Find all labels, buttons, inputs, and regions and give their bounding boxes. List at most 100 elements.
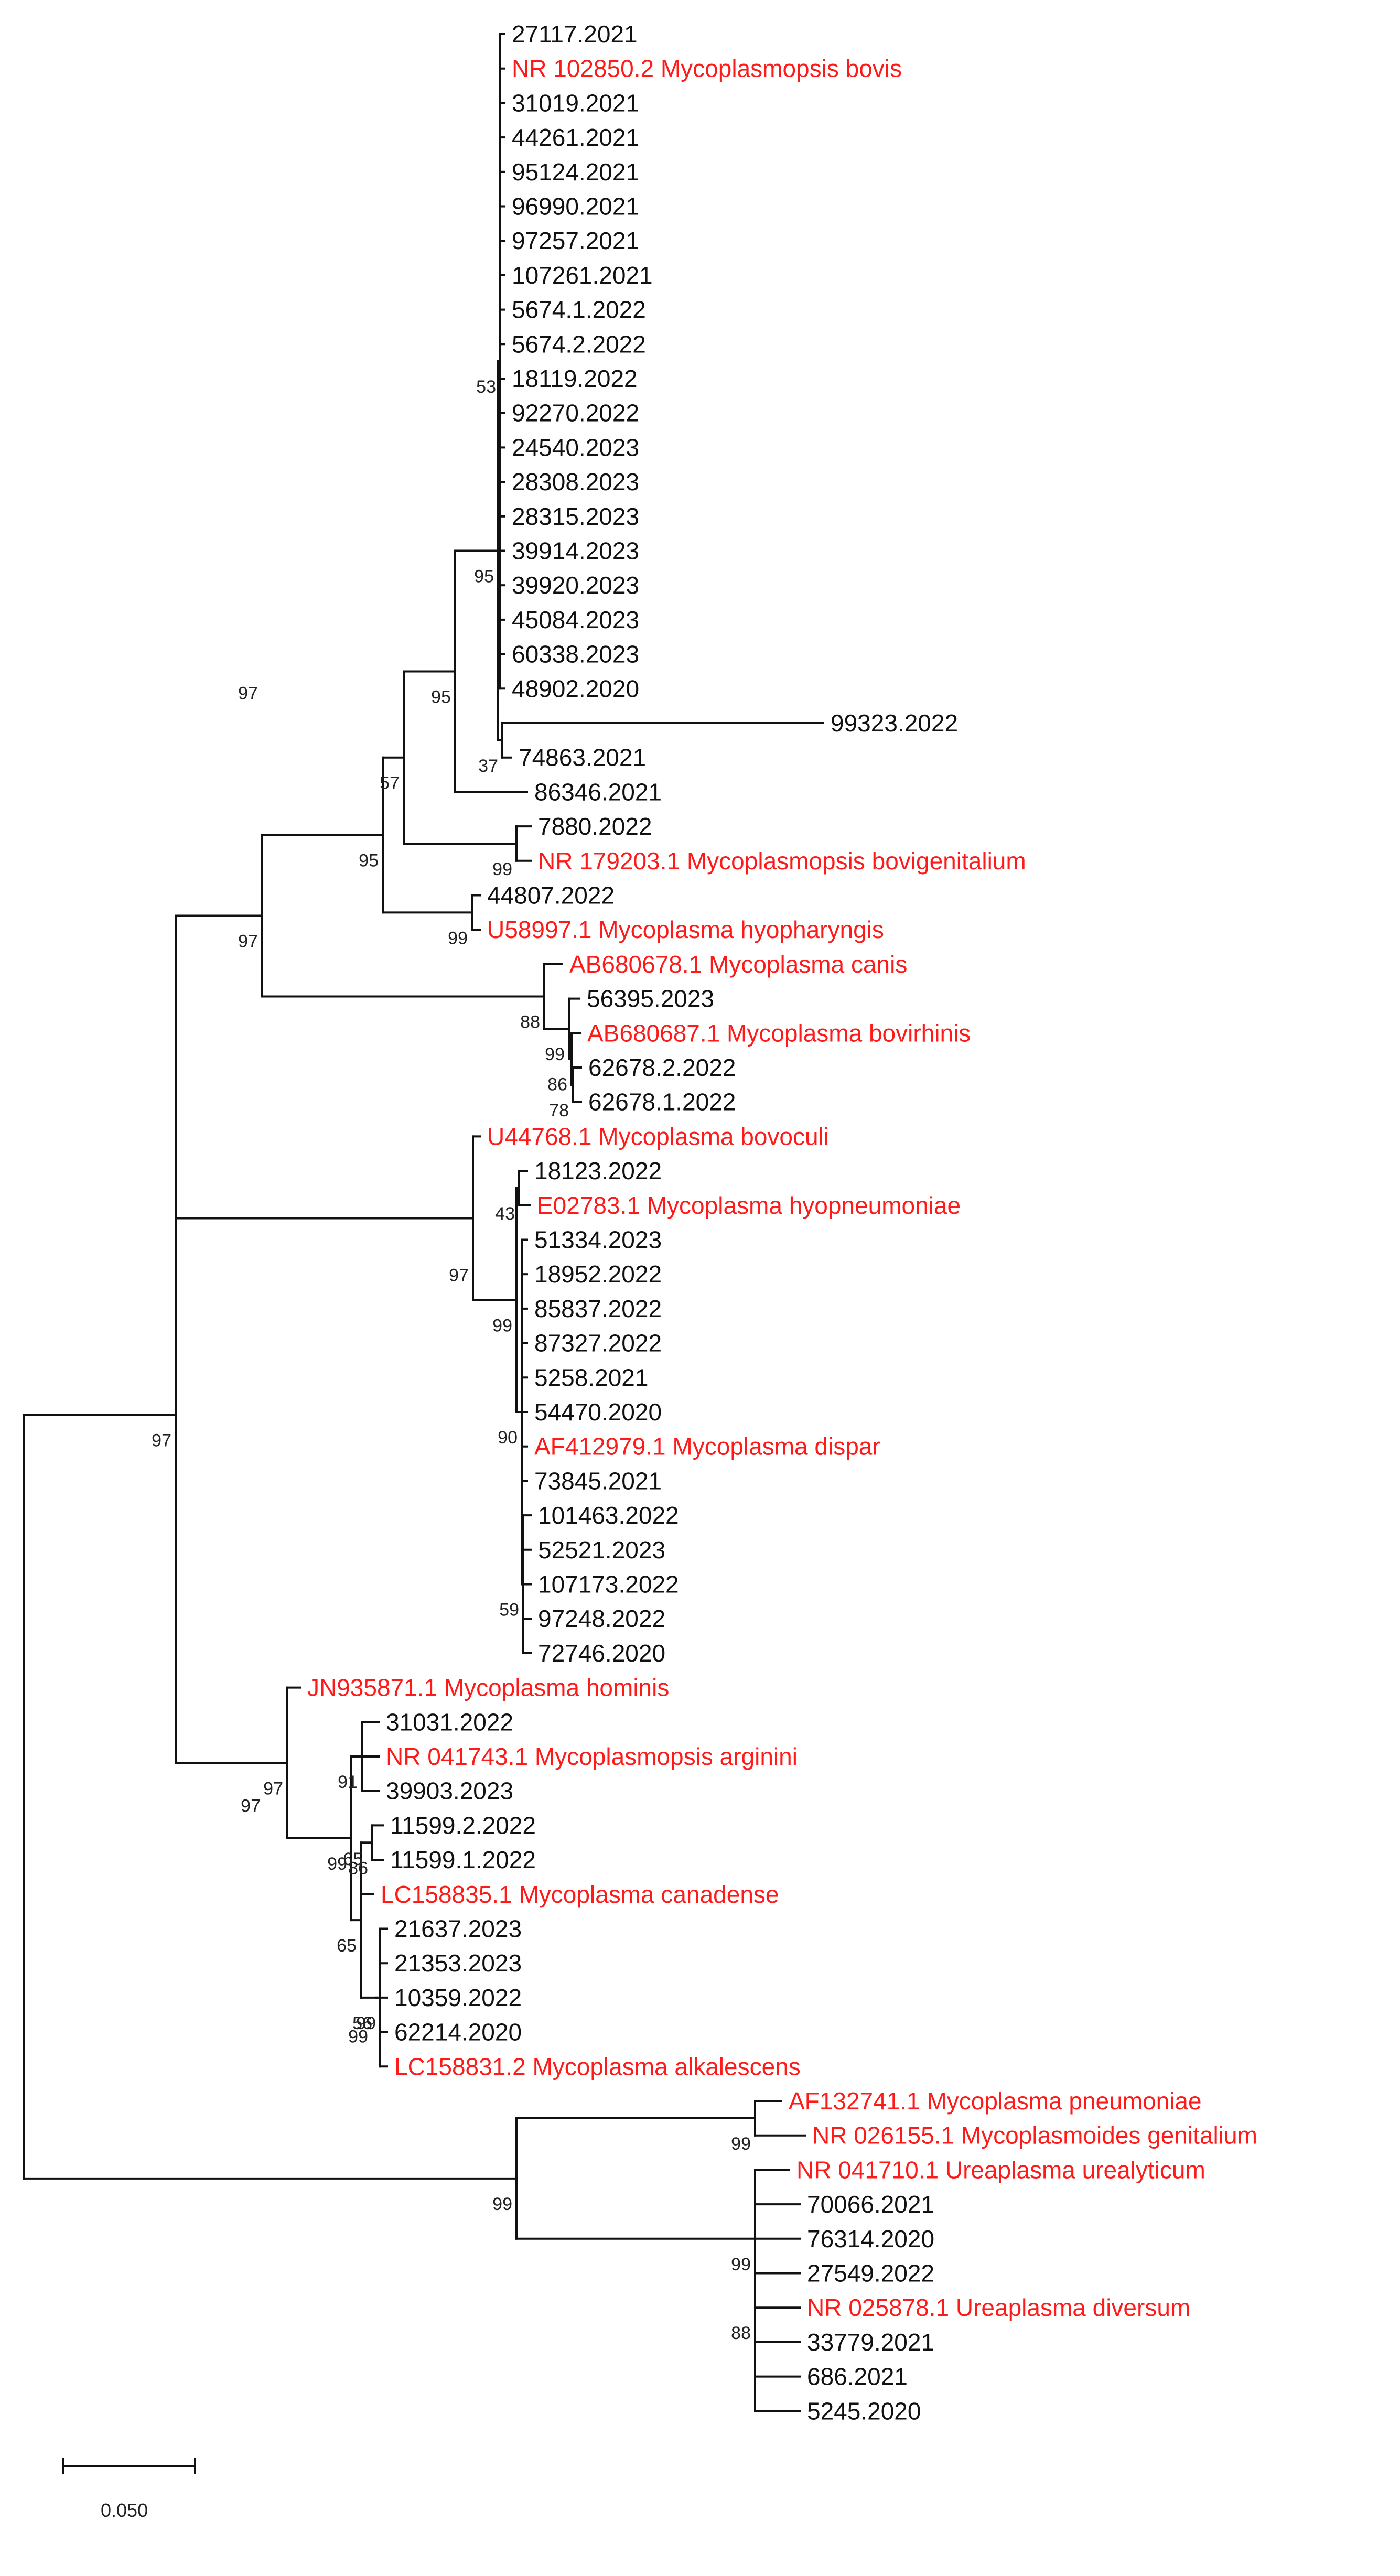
bootstrap-value: 95 xyxy=(359,851,379,871)
isolate-label: 27549.2022 xyxy=(807,2260,934,2287)
bootstrap-value: 37 xyxy=(478,756,498,776)
bootstrap-value: 99 xyxy=(492,859,512,879)
reference-strain-label: AB680687.1 Mycoplasma bovirhinis xyxy=(587,1019,971,1047)
isolate-label: 31019.2021 xyxy=(512,89,639,116)
isolate-label: 7880.2022 xyxy=(538,813,652,840)
isolate-label: 39914.2023 xyxy=(512,537,639,565)
bootstrap-value: 97 xyxy=(449,1265,469,1285)
isolate-label: 107261.2021 xyxy=(512,262,653,289)
reference-strain-label: LC158831.2 Mycoplasma alkalescens xyxy=(394,2053,801,2080)
bootstrap-value: 90 xyxy=(498,1428,518,1448)
reference-strain-label: JN935871.1 Mycoplasma hominis xyxy=(307,1674,669,1701)
isolate-label: 70066.2021 xyxy=(807,2191,934,2218)
isolate-label: 97248.2022 xyxy=(538,1605,665,1632)
isolate-label: 11599.1.2022 xyxy=(390,1846,536,1873)
isolate-label: 39903.2023 xyxy=(386,1777,513,1805)
bootstrap-value: 91 xyxy=(338,1772,358,1792)
bootstrap-value: 97 xyxy=(241,1796,261,1816)
bootstrap-value: 78 xyxy=(549,1101,569,1120)
bootstrap-value: 99 xyxy=(492,2194,512,2214)
bootstrap-value: 99 xyxy=(545,1044,565,1064)
isolate-label: 60338.2023 xyxy=(512,641,639,668)
bootstrap-value: 86 xyxy=(547,1075,567,1095)
reference-strain-label: LC158835.1 Mycoplasma canadense xyxy=(381,1881,779,1908)
bootstrap-value: 99 xyxy=(348,2027,368,2047)
bootstrap-value: 59 xyxy=(499,1600,519,1620)
isolate-label: 44261.2021 xyxy=(512,124,639,151)
reference-strain-label: AB680678.1 Mycoplasma canis xyxy=(569,951,907,978)
bootstrap-value: 86 xyxy=(348,1858,368,1878)
isolate-label: 21637.2023 xyxy=(394,1915,522,1943)
reference-strain-label: NR 179203.1 Mycoplasmopsis bovigenitaliu… xyxy=(538,847,1026,875)
isolate-label: 107173.2022 xyxy=(538,1571,679,1598)
isolate-label: 21353.2023 xyxy=(394,1949,522,1977)
reference-strain-label: NR 041710.1 Ureaplasma urealyticum xyxy=(796,2156,1205,2183)
isolate-label: 45084.2023 xyxy=(512,606,639,633)
bootstrap-value: 99 xyxy=(327,1854,347,1874)
isolate-label: 10359.2022 xyxy=(394,1984,522,2011)
isolate-label: 5674.2.2022 xyxy=(512,330,646,358)
reference-strain-label: NR 041743.1 Mycoplasmopsis arginini xyxy=(386,1743,798,1770)
isolate-label: 24540.2023 xyxy=(512,434,639,461)
bootstrap-value: 97 xyxy=(263,1779,283,1798)
isolate-label: 101463.2022 xyxy=(538,1502,679,1529)
leaf-labels: 27117.2021 NR 102850.2 Mycoplasmopsis bov… xyxy=(307,20,1257,2424)
bootstrap-value: 95 xyxy=(474,567,494,587)
isolate-label: 5258.2021 xyxy=(534,1364,648,1391)
isolate-label: 74863.2021 xyxy=(519,744,646,771)
bootstrap-value: 65 xyxy=(343,1849,363,1869)
isolate-label: 18119.2022 xyxy=(512,365,638,392)
bootstrap-value: 99 xyxy=(448,928,468,948)
bootstrap-value: 97 xyxy=(152,1431,171,1451)
scale-bar-label: 0.050 xyxy=(101,2499,148,2521)
tree-branches xyxy=(23,33,824,2412)
bootstrap-value: 99 xyxy=(731,2255,751,2275)
isolate-label: 86346.2021 xyxy=(534,778,662,805)
scale-bar: 0.050 xyxy=(62,2458,196,2521)
isolate-label: 87327.2022 xyxy=(534,1330,662,1357)
isolate-label: 52521.2023 xyxy=(538,1536,665,1564)
bootstrap-value: 65 xyxy=(337,1936,357,1956)
isolate-label: 54470.2020 xyxy=(534,1398,662,1426)
isolate-label: 18123.2022 xyxy=(534,1157,662,1184)
reference-strain-label: AF132741.1 Mycoplasma pneumoniae xyxy=(789,2087,1202,2115)
isolate-label: 686.2021 xyxy=(807,2363,908,2390)
isolate-label: 48902.2020 xyxy=(512,675,639,702)
reference-strain-label: AF412979.1 Mycoplasma dispar xyxy=(534,1433,880,1460)
bootstrap-value: 99 xyxy=(731,2134,751,2154)
bootstrap-value: 88 xyxy=(731,2323,751,2343)
reference-strain-label: NR 026155.1 Mycoplasmoides genitalium xyxy=(812,2122,1257,2149)
isolate-label: 44807.2022 xyxy=(487,882,615,909)
bootstrap-value: 57 xyxy=(380,773,400,793)
isolate-label: 73845.2021 xyxy=(534,1467,662,1494)
reference-strain-label: NR 102850.2 Mycoplasmopsis bovis xyxy=(512,55,902,82)
isolate-label: 28308.2023 xyxy=(512,468,639,495)
reference-strain-label: E02783.1 Mycoplasma hyopneumoniae xyxy=(537,1192,961,1219)
isolate-label: 76314.2020 xyxy=(807,2225,934,2252)
bootstrap-value: 88 xyxy=(520,1012,540,1032)
isolate-label: 72746.2020 xyxy=(538,1640,665,1667)
bootstrap-value: 43 xyxy=(495,1204,515,1224)
bootstrap-value: 99 xyxy=(356,2013,376,2033)
isolate-label: 99323.2022 xyxy=(831,709,958,737)
reference-strain-label: U58997.1 Mycoplasma hyopharyngis xyxy=(487,916,884,943)
isolate-label: 5245.2020 xyxy=(807,2397,921,2424)
isolate-label: 11599.2.2022 xyxy=(390,1812,536,1839)
isolate-label: 28315.2023 xyxy=(512,503,639,530)
reference-strain-label: NR 025878.1 Ureaplasma diversum xyxy=(807,2294,1190,2321)
isolate-label: 27117.2021 xyxy=(512,20,638,48)
isolate-label: 18952.2022 xyxy=(534,1260,662,1288)
isolate-label: 97257.2021 xyxy=(512,227,639,254)
bootstrap-labels: 5337959599579995788699889743599099979186… xyxy=(152,377,751,2343)
bootstrap-value: 95 xyxy=(431,687,451,707)
isolate-label: 5674.1.2022 xyxy=(512,296,646,324)
isolate-label: 92270.2022 xyxy=(512,400,639,427)
bootstrap-value: 97 xyxy=(238,932,258,952)
isolate-label: 62678.2.2022 xyxy=(588,1054,736,1081)
bootstrap-value: 99 xyxy=(492,1316,512,1335)
isolate-label: 85837.2022 xyxy=(534,1295,662,1322)
bootstrap-value: 53 xyxy=(476,377,496,397)
isolate-label: 56395.2023 xyxy=(587,985,714,1012)
bootstrap-value: 97 xyxy=(238,683,258,703)
